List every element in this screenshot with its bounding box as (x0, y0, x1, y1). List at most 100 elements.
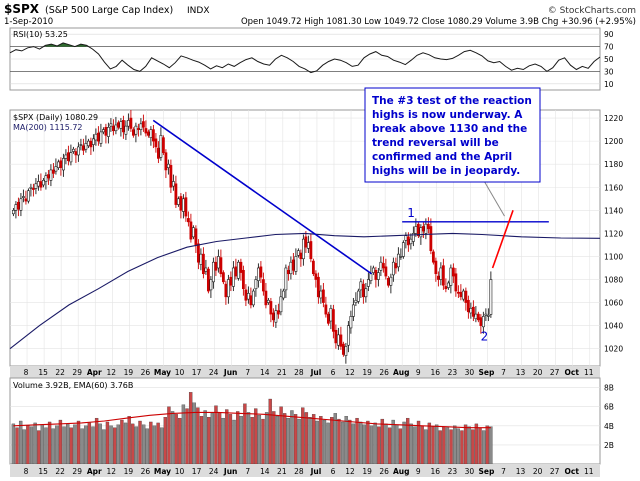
candle-body (284, 267, 288, 291)
candle-body (84, 143, 88, 150)
volume-bar (116, 424, 120, 465)
volume-bar (73, 424, 77, 465)
test-mark-1: 1 (407, 206, 415, 220)
candle-body (186, 218, 190, 223)
candle-body (389, 276, 393, 286)
candle (274, 304, 278, 328)
candle-body (201, 253, 205, 275)
candle-body (366, 279, 370, 287)
candle-body (119, 121, 123, 129)
candle-body (319, 290, 323, 299)
candle-body (374, 269, 378, 280)
volume-bar (178, 417, 182, 465)
candle-body (416, 223, 420, 236)
volume-bar (221, 417, 225, 465)
candle-body (234, 266, 238, 277)
candle (114, 116, 118, 135)
date-tick-label: 27 (550, 467, 560, 476)
svg-text:The #3 test of the reaction: The #3 test of the reaction highs is now… (372, 95, 536, 177)
rsi-tick-label: 90 (604, 30, 614, 39)
candle (314, 270, 318, 288)
candle-body (176, 198, 180, 205)
date-tick-label: Apr (87, 368, 102, 377)
volume-bar (134, 426, 139, 465)
candle-body (79, 144, 83, 146)
date-tick-label: 8 (24, 467, 29, 476)
candle-body (42, 180, 45, 186)
candle-body (156, 147, 160, 159)
candle (201, 247, 205, 279)
exchange: INDX (187, 6, 209, 16)
volume-bar (438, 430, 442, 465)
candle-body (271, 312, 275, 321)
date-tick-label: 28 (294, 467, 304, 476)
candle-body (181, 198, 185, 212)
volume-bar (69, 427, 73, 465)
candle-body (391, 261, 395, 276)
volume-bar (26, 425, 30, 465)
date-tick-label: 11 (584, 467, 594, 476)
candle-body (32, 188, 35, 190)
candle (411, 226, 415, 247)
candle-body (47, 174, 50, 179)
volume-bar (474, 423, 479, 465)
candle-body (339, 334, 343, 347)
candle (324, 296, 328, 318)
candle-body (62, 158, 65, 171)
candle (32, 183, 35, 197)
volume-bar (120, 419, 124, 465)
volume-bar (275, 416, 280, 465)
volume-bar (456, 428, 460, 465)
candle-body (461, 290, 465, 300)
candle-body (114, 124, 118, 132)
candle (466, 295, 470, 319)
date-tick-label: 23 (448, 368, 458, 377)
date-tick-label: Oct (565, 368, 580, 377)
candle (431, 249, 435, 265)
candle (284, 264, 288, 298)
volume-bar (80, 428, 84, 465)
date-tick-label: 17 (192, 467, 202, 476)
date-tick-label: 10 (175, 368, 185, 377)
candle-body (14, 204, 18, 211)
candle (219, 249, 223, 278)
date-tick-label: 29 (72, 368, 82, 377)
volume-bar (40, 424, 45, 465)
quote-line: Open 1049.72 High 1081.30 Low 1049.72 Cl… (241, 17, 636, 27)
candle-body (82, 145, 85, 151)
source-watermark: © StockCharts.com (548, 6, 636, 16)
price-tick-label: 1160 (604, 183, 623, 192)
candle-body (351, 304, 355, 317)
candle-body (117, 122, 120, 128)
candle-body (254, 279, 258, 290)
candle (107, 122, 110, 144)
candle-body (304, 236, 308, 248)
candle-body (411, 233, 415, 242)
candle-body (57, 161, 60, 168)
volume-y-axis: 2B 4B 6B 8B (604, 384, 614, 450)
candle (19, 193, 23, 217)
candle-body (151, 129, 155, 142)
candle-body (99, 131, 103, 144)
candle (429, 218, 433, 255)
volume-bar (203, 410, 207, 465)
candle-body (134, 125, 138, 135)
date-tick-label: 21 (277, 467, 287, 476)
candle-body (166, 163, 170, 168)
candle-body (324, 304, 328, 315)
candle-body (22, 196, 25, 198)
candle (194, 225, 198, 253)
candle (454, 267, 458, 297)
candle-body (409, 238, 413, 245)
candle-body (94, 133, 98, 141)
volume-bar (149, 421, 153, 465)
quote-date: 1-Sep-2010 (4, 17, 53, 27)
candle-body (489, 279, 493, 315)
candle-body (27, 190, 30, 202)
candle-body (136, 128, 140, 130)
price-tick-label: 1180 (604, 160, 623, 169)
candle (304, 231, 308, 253)
annotation-line: confirmed and the April (372, 151, 512, 163)
volume-bar (395, 424, 399, 465)
candle (441, 258, 445, 290)
